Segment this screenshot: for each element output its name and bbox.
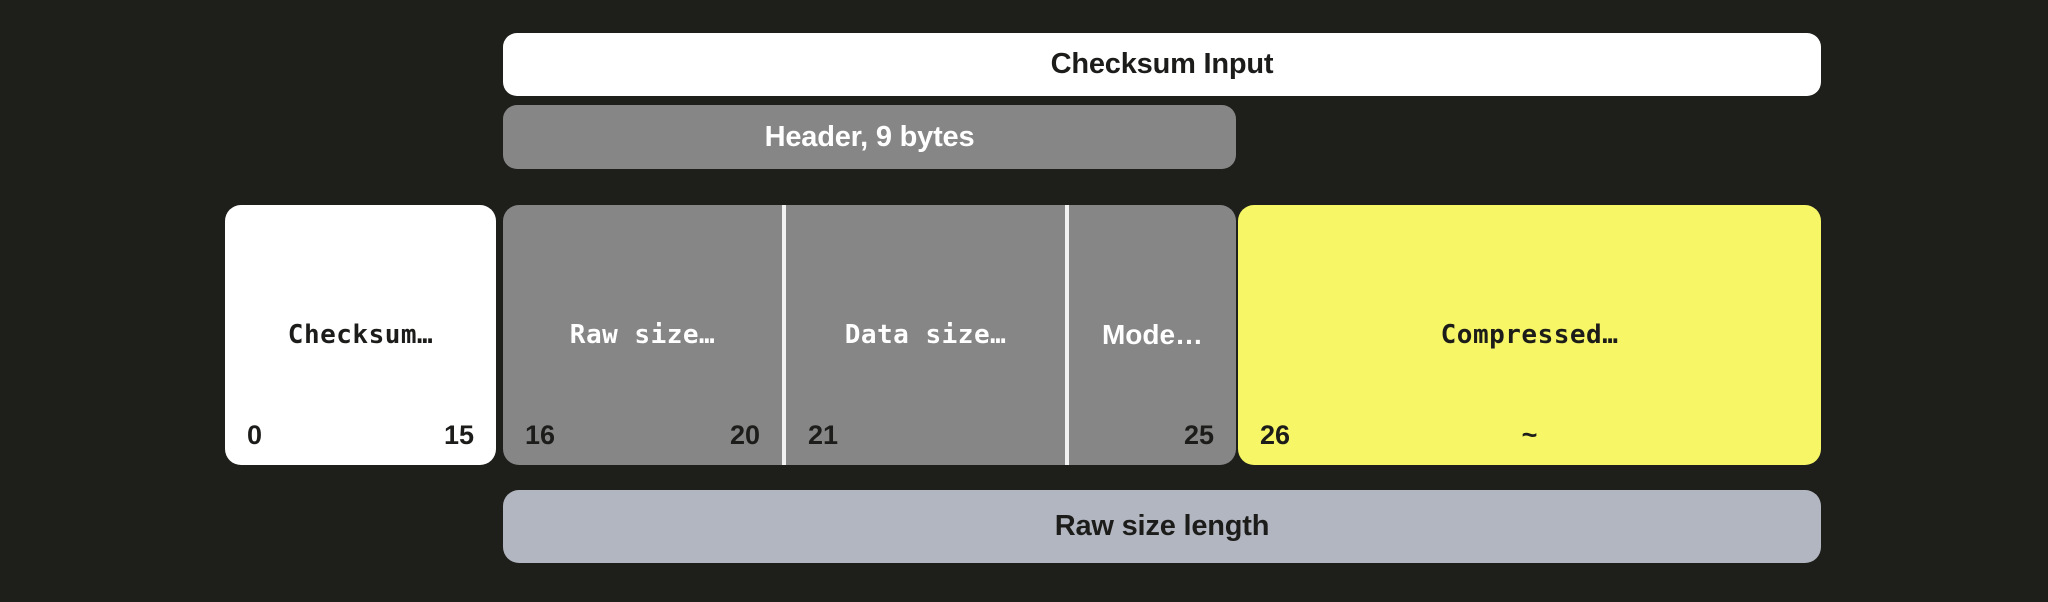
- header-label: Header, 9 bytes: [764, 120, 975, 153]
- field-compressed-start-offset: 26: [1260, 420, 1291, 450]
- field-compressed-center-offset: ~: [1521, 420, 1538, 450]
- field-checksum-start-offset: 0: [247, 420, 263, 450]
- field-mode-end-offset: 25: [1183, 420, 1214, 450]
- field-raw-size-end-offset: 20: [729, 420, 760, 450]
- field-checksum-end-offset: 15: [443, 420, 474, 450]
- raw-size-length-span-bar: Raw size length: [503, 490, 1821, 563]
- field-divider-data-mode: [1065, 205, 1069, 465]
- field-raw-size-name: Raw size…: [569, 320, 716, 350]
- field-data-size-start-offset: 21: [808, 420, 839, 450]
- field-mode[interactable]: Mode… 25: [1069, 205, 1236, 465]
- checksum-input-span-bar: Checksum Input: [503, 33, 1821, 96]
- field-checksum[interactable]: Checksum… 0 15: [225, 205, 496, 465]
- field-checksum-name: Checksum…: [287, 320, 434, 350]
- field-raw-size-start-offset: 16: [525, 420, 556, 450]
- field-compressed[interactable]: Compressed… 26 ~: [1238, 205, 1821, 465]
- field-data-size-offsets: 21: [786, 417, 1065, 451]
- field-checksum-offsets: 0 15: [225, 417, 496, 451]
- header-span-bar: Header, 9 bytes: [503, 105, 1236, 169]
- field-compressed-offsets: 26 ~: [1238, 417, 1821, 451]
- raw-size-length-label: Raw size length: [1054, 510, 1270, 542]
- field-data-size[interactable]: Data size… 21: [786, 205, 1065, 465]
- field-raw-size[interactable]: Raw size… 16 20: [503, 205, 782, 465]
- field-row: Checksum… 0 15 Raw size… 16 20 Data size…: [0, 205, 2048, 465]
- field-mode-name: Mode…: [1101, 319, 1204, 350]
- field-raw-size-offsets: 16 20: [503, 417, 782, 451]
- field-divider-raw-data: [782, 205, 786, 465]
- field-data-size-name: Data size…: [844, 320, 1007, 350]
- checksum-input-label: Checksum Input: [1050, 48, 1274, 80]
- field-compressed-name: Compressed…: [1440, 320, 1619, 350]
- field-mode-offsets: 25: [1069, 417, 1236, 451]
